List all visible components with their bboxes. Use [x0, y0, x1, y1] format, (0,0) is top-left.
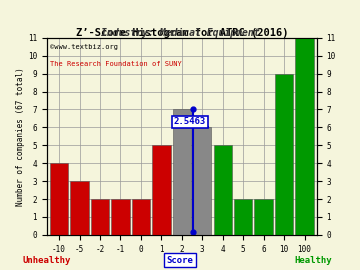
- Bar: [193, 127, 211, 235]
- Text: Score: Score: [167, 256, 193, 265]
- Bar: [172, 109, 191, 235]
- Bar: [255, 199, 273, 235]
- Text: Unhealthy: Unhealthy: [23, 256, 71, 265]
- Y-axis label: Number of companies (67 total): Number of companies (67 total): [16, 67, 25, 206]
- Bar: [91, 199, 109, 235]
- Bar: [234, 199, 252, 235]
- Text: ©www.textbiz.org: ©www.textbiz.org: [50, 44, 117, 50]
- Bar: [111, 199, 130, 235]
- Text: The Research Foundation of SUNY: The Research Foundation of SUNY: [50, 62, 181, 68]
- Bar: [132, 199, 150, 235]
- Bar: [70, 181, 89, 235]
- Text: Industry: Medical Equipment: Industry: Medical Equipment: [101, 28, 259, 38]
- Bar: [50, 163, 68, 235]
- Title: Z’-Score Histogram for ATRC (2016): Z’-Score Histogram for ATRC (2016): [76, 28, 288, 38]
- Bar: [152, 145, 171, 235]
- Bar: [275, 74, 293, 235]
- Bar: [295, 38, 314, 235]
- Text: Healthy: Healthy: [294, 256, 332, 265]
- Text: 2.5463: 2.5463: [174, 117, 206, 126]
- Bar: [213, 145, 232, 235]
